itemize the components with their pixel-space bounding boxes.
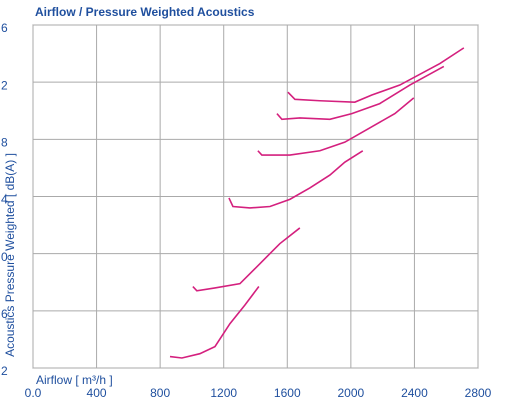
y-axis-label: Acoustics Pressure Weighted [ dB(A) ] [3,153,17,357]
curve [228,150,364,209]
y-tick-label: 6 [1,21,8,35]
curve [257,97,415,156]
y-tick-label: 2 [1,364,8,378]
x-tick-label: 400 [87,386,107,400]
curve [192,227,301,292]
x-tick-label: 2000 [338,386,365,400]
x-tick-label: 1200 [210,386,237,400]
x-axis-label: Airflow [ m³/h ] [36,373,113,387]
y-tick-label: 4 [1,193,8,207]
curve [276,65,445,121]
chart-title: Airflow / Pressure Weighted Acoustics [35,5,255,19]
curve [169,286,260,359]
y-tick-label: 2 [1,78,8,92]
x-tick-label: 1600 [274,386,301,400]
x-tick-label: 0.0 [25,386,42,400]
curve [287,47,465,103]
y-tick-label: 0 [1,250,8,264]
x-tick-label: 2400 [401,386,428,400]
x-tick-label: 2800 [465,386,492,400]
x-tick-label: 800 [150,386,170,400]
y-tick-label: 6 [1,307,8,321]
y-tick-label: 8 [1,136,8,150]
